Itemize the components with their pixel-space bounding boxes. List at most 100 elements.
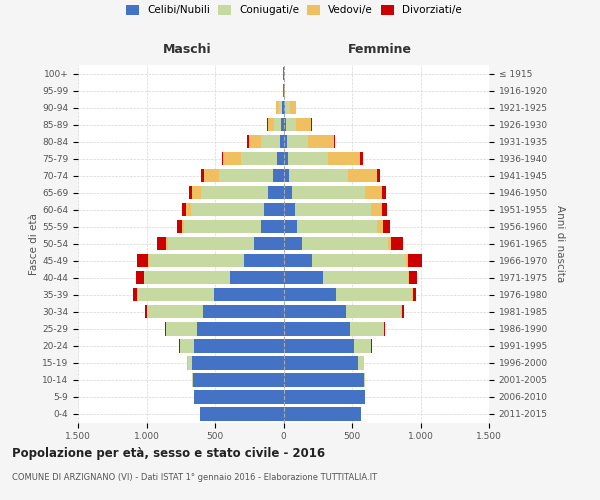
Bar [308,135,334,148]
Bar [409,271,418,284]
Bar [382,186,386,200]
Bar [144,271,145,284]
Bar [284,305,346,318]
Bar [193,186,202,200]
Bar [179,340,180,352]
Bar [377,169,380,182]
Bar [413,288,416,302]
Bar [182,220,184,234]
Bar [157,237,166,250]
Bar [230,271,284,284]
Bar [204,169,219,182]
Bar [408,254,422,268]
Bar [284,169,289,182]
Bar [180,340,194,352]
Bar [383,220,390,234]
Bar [401,305,404,318]
Bar [182,203,186,216]
Bar [193,374,284,386]
Bar [406,254,408,268]
Bar [168,237,254,250]
Bar [311,118,312,131]
Bar [284,271,323,284]
Bar [263,203,284,216]
Bar [288,152,328,166]
Bar [350,322,383,336]
Bar [214,288,284,302]
Bar [384,322,385,336]
Bar [149,254,244,268]
Bar [176,220,182,234]
Bar [244,254,284,268]
Bar [358,356,364,370]
Bar [323,271,408,284]
Bar [295,203,371,216]
Y-axis label: Anni di nascita: Anni di nascita [554,205,565,282]
Bar [194,340,284,352]
Bar [147,305,203,318]
Bar [334,135,335,148]
Bar [289,169,348,182]
Bar [186,203,191,216]
Bar [284,237,302,250]
Bar [148,254,149,268]
Text: Maschi: Maschi [163,44,211,57]
Bar [284,220,298,234]
Bar [248,135,261,148]
Bar [145,271,230,284]
Bar [284,322,350,336]
Bar [261,135,280,148]
Bar [133,288,137,302]
Bar [284,101,285,114]
Bar [284,254,311,268]
Bar [221,152,223,166]
Bar [292,186,365,200]
Bar [223,152,241,166]
Bar [267,118,268,131]
Bar [346,305,401,318]
Bar [284,390,365,404]
Bar [194,390,284,404]
Bar [284,118,286,131]
Bar [191,203,263,216]
Bar [137,254,148,268]
Bar [184,220,261,234]
Text: COMUNE DI ARZIGNANO (VI) - Dati ISTAT 1° gennaio 2016 - Elaborazione TUTTITALIA.: COMUNE DI ARZIGNANO (VI) - Dati ISTAT 1°… [12,472,377,482]
Bar [284,135,287,148]
Bar [284,203,295,216]
Bar [268,186,284,200]
Bar [219,169,272,182]
Bar [272,169,284,182]
Bar [166,237,168,250]
Bar [188,356,193,370]
Bar [285,101,290,114]
Bar [200,408,284,420]
Bar [290,101,296,114]
Bar [203,305,284,318]
Bar [254,237,284,250]
Legend: Celibi/Nubili, Coniugati/e, Vedovi/e, Divorziati/e: Celibi/Nubili, Coniugati/e, Vedovi/e, Di… [126,5,462,15]
Text: Femmine: Femmine [348,44,412,57]
Bar [382,203,387,216]
Bar [283,101,284,114]
Text: Popolazione per età, sesso e stato civile - 2016: Popolazione per età, sesso e stato civil… [12,448,325,460]
Bar [408,271,409,284]
Bar [280,135,284,148]
Bar [336,288,412,302]
Bar [284,408,361,420]
Bar [284,152,288,166]
Bar [388,237,391,250]
Bar [377,220,383,234]
Bar [145,305,147,318]
Bar [193,356,284,370]
Bar [328,152,361,166]
Bar [277,152,284,166]
Bar [284,340,354,352]
Bar [361,152,362,166]
Bar [286,118,296,131]
Bar [281,118,284,131]
Bar [287,135,308,148]
Bar [136,271,144,284]
Bar [137,288,214,302]
Bar [166,322,197,336]
